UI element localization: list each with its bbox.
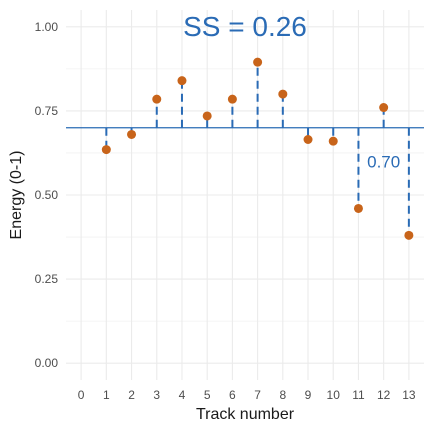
annotation-layer: SS = 0.26 0.70 bbox=[183, 11, 400, 172]
data-point bbox=[101, 145, 111, 155]
data-point bbox=[379, 103, 389, 113]
data-point bbox=[227, 94, 237, 104]
x-tick-label: 12 bbox=[377, 388, 391, 402]
y-tick-label: 0.75 bbox=[35, 104, 59, 118]
x-tick-label: 0 bbox=[78, 388, 85, 402]
data-point bbox=[202, 111, 212, 121]
data-point bbox=[404, 230, 414, 240]
y-tick-label: 0.00 bbox=[35, 356, 59, 370]
data-point bbox=[152, 94, 162, 104]
y-tick-label: 0.50 bbox=[35, 188, 59, 202]
x-tick-label: 8 bbox=[279, 388, 286, 402]
x-tick-label: 11 bbox=[352, 388, 365, 402]
x-tick-label: 3 bbox=[153, 388, 160, 402]
x-axis-title: Track number bbox=[196, 406, 295, 423]
x-tick-label: 4 bbox=[179, 388, 186, 402]
x-tick-label: 6 bbox=[229, 388, 236, 402]
x-tick-label: 1 bbox=[103, 388, 110, 402]
x-tick-label: 5 bbox=[204, 388, 211, 402]
ss-annotation: SS = 0.26 bbox=[183, 11, 307, 42]
data-point bbox=[303, 135, 313, 144]
point-layer bbox=[101, 57, 414, 240]
x-tick-label: 10 bbox=[327, 388, 341, 402]
x-tick-label: 13 bbox=[402, 388, 416, 402]
y-tick-label: 0.25 bbox=[35, 272, 59, 286]
data-point bbox=[253, 57, 263, 67]
data-point bbox=[278, 89, 288, 99]
data-point bbox=[328, 136, 338, 146]
reference-value-annotation: 0.70 bbox=[367, 152, 400, 171]
x-tick-label: 7 bbox=[254, 388, 261, 402]
data-point bbox=[127, 129, 137, 139]
tick-label-layer: 0 1 2 3 4 5 6 7 8 9 10 11 12 130.000.250.500.751.00 bbox=[35, 20, 416, 402]
grid-layer bbox=[66, 10, 424, 380]
data-point bbox=[177, 76, 187, 86]
data-point bbox=[353, 203, 363, 213]
x-tick-label: 2 bbox=[128, 388, 135, 402]
x-tick-label: 9 bbox=[305, 388, 312, 402]
y-axis-title: Energy (0-1) bbox=[8, 151, 25, 240]
y-tick-label: 1.00 bbox=[35, 20, 59, 34]
